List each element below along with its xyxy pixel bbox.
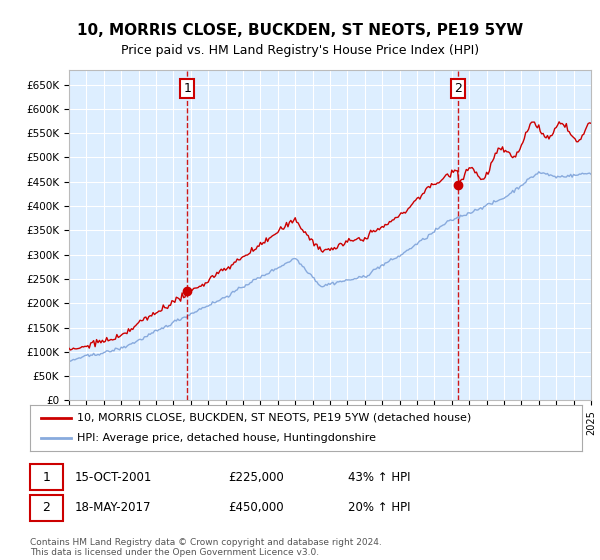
Text: £450,000: £450,000	[228, 501, 284, 515]
Text: 43% ↑ HPI: 43% ↑ HPI	[348, 470, 410, 484]
Text: 20% ↑ HPI: 20% ↑ HPI	[348, 501, 410, 515]
Text: 10, MORRIS CLOSE, BUCKDEN, ST NEOTS, PE19 5YW: 10, MORRIS CLOSE, BUCKDEN, ST NEOTS, PE1…	[77, 24, 523, 38]
Text: 15-OCT-2001: 15-OCT-2001	[75, 470, 152, 484]
Text: £225,000: £225,000	[228, 470, 284, 484]
Text: 18-MAY-2017: 18-MAY-2017	[75, 501, 151, 515]
Text: Contains HM Land Registry data © Crown copyright and database right 2024.
This d: Contains HM Land Registry data © Crown c…	[30, 538, 382, 557]
Text: HPI: Average price, detached house, Huntingdonshire: HPI: Average price, detached house, Hunt…	[77, 433, 376, 443]
Text: 2: 2	[454, 82, 463, 95]
Text: 2: 2	[43, 501, 50, 515]
Text: 1: 1	[43, 470, 50, 484]
Text: 10, MORRIS CLOSE, BUCKDEN, ST NEOTS, PE19 5YW (detached house): 10, MORRIS CLOSE, BUCKDEN, ST NEOTS, PE1…	[77, 413, 471, 423]
Text: Price paid vs. HM Land Registry's House Price Index (HPI): Price paid vs. HM Land Registry's House …	[121, 44, 479, 57]
Text: 1: 1	[183, 82, 191, 95]
